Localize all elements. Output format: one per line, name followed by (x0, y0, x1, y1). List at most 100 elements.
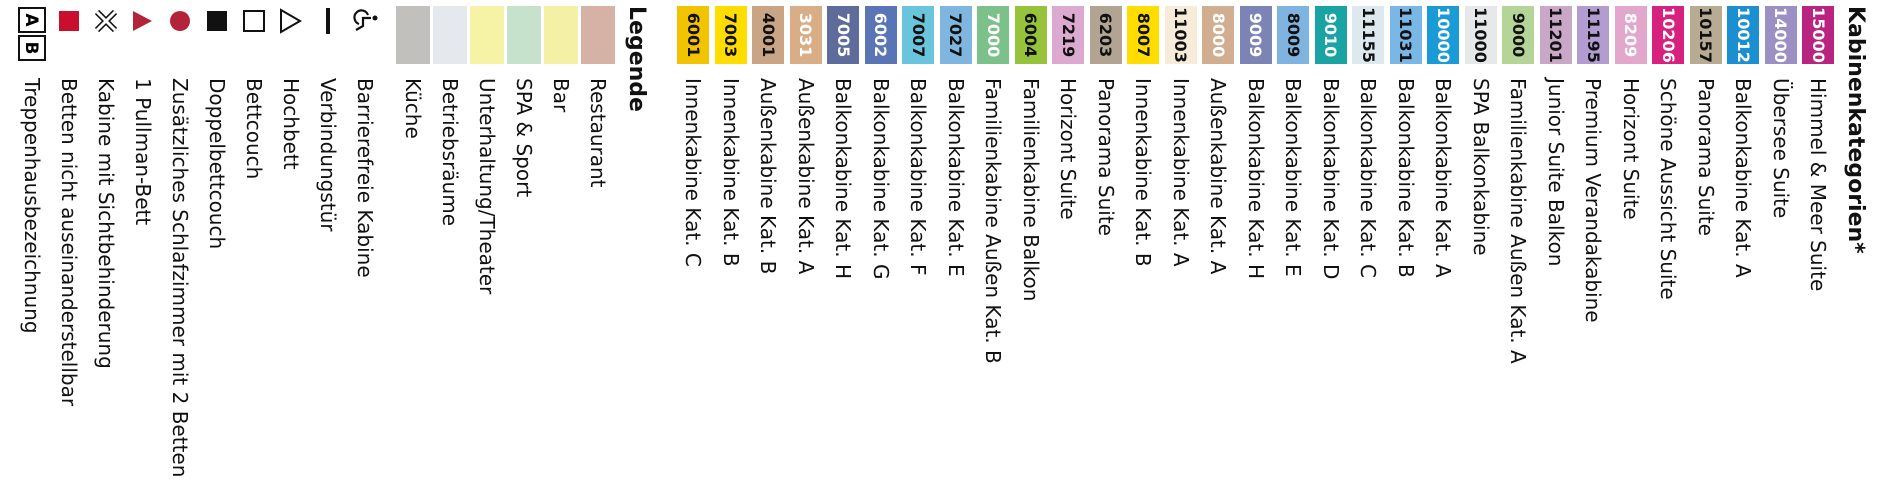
category-label: SPA Balkonkabine (1468, 78, 1493, 256)
category-badge: 11031 (1389, 6, 1422, 64)
category-badge: 10206 (1652, 6, 1685, 64)
legend-row: 10000 Balkonkabine Kat. A (1425, 0, 1463, 500)
symbol-icon (277, 6, 307, 64)
symbol-icon (55, 6, 85, 64)
category-label: Außenkabine Kat. A (793, 78, 818, 275)
category-label: Panorama Suite (1693, 78, 1718, 236)
legend-row: 8009 Balkonkabine Kat. E (1275, 0, 1313, 500)
category-label: Balkonkabine Kat. G (868, 78, 893, 280)
symbol-graphic (170, 11, 191, 31)
legend-row: 10157 Panorama Suite (1687, 0, 1725, 500)
category-label: Familienkabine Balkon (1018, 78, 1043, 302)
category-badge: 7003 (714, 6, 747, 64)
symbol-graphic (243, 10, 266, 32)
legend-row: 6203 Panorama Suite (1087, 0, 1125, 500)
category-label: Horizont Suite (1618, 78, 1643, 220)
category-badge: 7000 (977, 6, 1010, 64)
symbol-label: Doppelbettcouch (205, 78, 230, 250)
symbol-label: Kabine mit Sichtbehinderung (94, 78, 119, 369)
legend-row: 4001 Außenkabine Kat. B (750, 0, 788, 500)
category-label: Balkonkabine Kat. C (1356, 78, 1381, 278)
category-badge: 10157 (1689, 6, 1722, 64)
symbol-label: Verbindungstür (316, 78, 341, 232)
legend-row: 7007 Balkonkabine Kat. F (900, 0, 938, 500)
category-badge: 3031 (789, 6, 822, 64)
symbol-label: Barrierefreie Kabine (353, 78, 378, 278)
area-swatch (507, 6, 542, 64)
legend-row: 7219 Horizont Suite (1050, 0, 1088, 500)
category-badge: 14000 (1764, 6, 1797, 64)
symbol-label: Bettcouch (242, 78, 267, 180)
symbol-icon (166, 6, 196, 64)
symbol-label: Hochbett (279, 78, 304, 170)
category-badge: 8009 (1277, 6, 1310, 64)
symbol-icon (314, 6, 344, 64)
category-badge: 4001 (752, 6, 785, 64)
legend-row: 6002 Balkonkabine Kat. G (862, 0, 900, 500)
legend-row: A B Treppenhausbezeichnung (14, 0, 51, 500)
legend-row: 15000 Himmel & Meer Suite (1800, 0, 1838, 500)
symbol-graphic (280, 8, 303, 34)
category-label: Schöne Aussicht Suite (1656, 78, 1681, 300)
symbol-graphic (207, 11, 228, 31)
category-badge: 8007 (1127, 6, 1160, 64)
area-swatch (581, 6, 616, 64)
category-badge: 6004 (1014, 6, 1047, 64)
letter-box (18, 35, 47, 61)
category-label: Balkonkabine Kat. A (1431, 78, 1456, 278)
legend-row: 8209 Horizont Suite (1612, 0, 1650, 500)
symbol-icon (92, 6, 122, 64)
category-badge: 6002 (864, 6, 897, 64)
area-label: Restaurant (586, 78, 611, 188)
category-badge: 6001 (677, 6, 710, 64)
legend-row: Verbindungstür (310, 0, 347, 500)
category-badge: 15000 (1802, 6, 1835, 64)
symbol-icon (203, 6, 233, 64)
symbol-graphic (59, 11, 80, 31)
legend-row: Bettcouch (236, 0, 273, 500)
category-badge: 11201 (1539, 6, 1572, 64)
area-label: Unterhaltung/Theater (475, 78, 500, 295)
symbol-graphic (326, 8, 331, 34)
legend-row: 7027 Balkonkabine Kat. E (937, 0, 975, 500)
category-badge: 8209 (1614, 6, 1647, 64)
symbol-icon (240, 6, 270, 64)
area-swatch (470, 6, 505, 64)
category-label: Himmel & Meer Suite (1806, 78, 1831, 292)
category-label: Außenkabine Kat. A (1206, 78, 1231, 275)
symbol-label: Betten nicht auseinanderstellbar (57, 78, 82, 407)
area-label: Küche (401, 78, 426, 139)
legend-row: 7005 Balkonkabine Kat. H (825, 0, 863, 500)
categories-title: Kabinenkategorien* (1843, 6, 1868, 254)
legend-row: Unterhaltung/Theater (469, 0, 506, 500)
area-swatch (433, 6, 468, 64)
legend-row: 9010 Balkonkabine Kat. D (1312, 0, 1350, 500)
category-badge: 6203 (1089, 6, 1122, 64)
category-label: Balkonkabine Kat. H (1243, 78, 1268, 280)
legend-row: 7003 Innenkabine Kat. B (712, 0, 750, 500)
category-badge: 9000 (1502, 6, 1535, 64)
legend-row: 11201 Junior Suite Balkon (1537, 0, 1575, 500)
category-badge: 10000 (1427, 6, 1460, 64)
category-label: Balkonkabine Kat. H (831, 78, 856, 280)
category-label: Junior Suite Balkon (1543, 78, 1568, 267)
category-badge: 7219 (1052, 6, 1085, 64)
legend-row: Kabine mit Sichtbehinderung (88, 0, 125, 500)
category-badge: 11003 (1164, 6, 1197, 64)
category-label: Innenkabine Kat. C (681, 78, 706, 267)
legend-row: Barrierefreie Kabine (347, 0, 384, 500)
symbol-graphic (133, 11, 153, 31)
legend-row: Küche (395, 0, 432, 500)
category-label: Familienkabine Außen Kat. A (1506, 78, 1531, 364)
symbol-graphic (95, 9, 118, 33)
legend-row: Betten nicht auseinanderstellbar (51, 0, 88, 500)
legend-row: Zusätzliches Schlafzimmer mit 2 Betten (162, 0, 199, 500)
category-badge: 11155 (1352, 6, 1385, 64)
category-label: Außenkabine Kat. B (756, 78, 781, 275)
category-badge: 11000 (1464, 6, 1497, 64)
legend-row: 10012 Balkonkabine Kat. A (1725, 0, 1763, 500)
legend-row: 9009 Balkonkabine Kat. H (1237, 0, 1275, 500)
